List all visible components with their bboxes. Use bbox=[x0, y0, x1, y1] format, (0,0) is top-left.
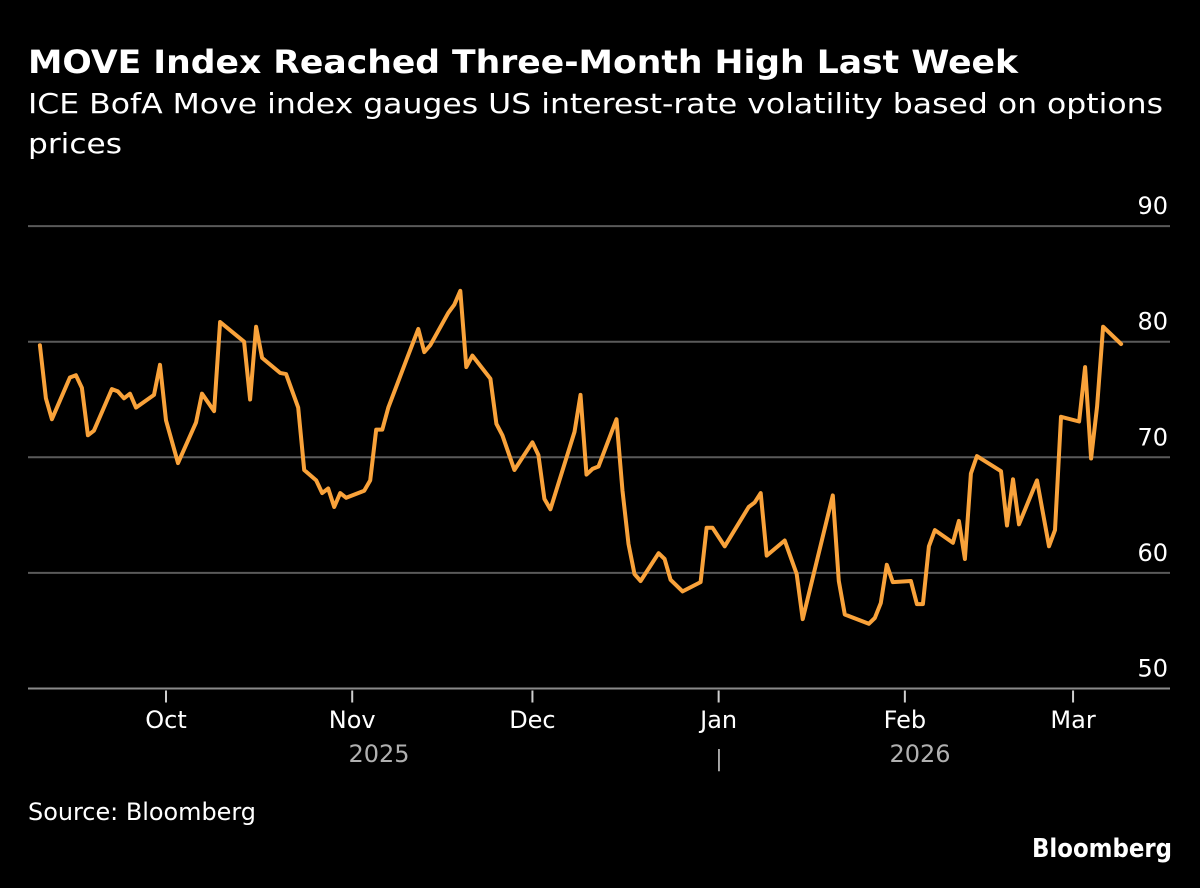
y-tick-label: 70 bbox=[1137, 423, 1168, 451]
x-tick-label: Jan bbox=[698, 706, 737, 734]
year-label-2025: 2025 bbox=[348, 740, 409, 768]
y-tick-label: 80 bbox=[1137, 308, 1168, 336]
chart-subtitle-line1: ICE BofA Move index gauges US interest-r… bbox=[28, 87, 1163, 120]
x-axis: Oct Nov Dec Jan Feb Mar bbox=[145, 690, 1096, 734]
x-tick-label: Mar bbox=[1050, 706, 1095, 734]
x-tick-label: Nov bbox=[329, 706, 376, 734]
x-tick-label: Oct bbox=[145, 706, 187, 734]
chart-subtitle-line2: prices bbox=[28, 127, 122, 160]
source-note: Source: Bloomberg bbox=[28, 798, 256, 826]
y-tick-label: 60 bbox=[1137, 539, 1168, 567]
bloomberg-logo: Bloomberg bbox=[1032, 834, 1172, 864]
x-tick-label: Dec bbox=[509, 706, 555, 734]
year-separator: | bbox=[715, 747, 722, 772]
series-line bbox=[37, 288, 1124, 626]
x-tick-label: Feb bbox=[884, 706, 927, 734]
year-label-2026: 2026 bbox=[889, 740, 950, 768]
y-tick-label: 50 bbox=[1137, 655, 1168, 683]
y-axis-labels: 90 80 70 60 50 bbox=[1137, 192, 1168, 682]
gridlines bbox=[28, 225, 1170, 690]
y-tick-label: 90 bbox=[1137, 192, 1168, 220]
data-points bbox=[39, 290, 1122, 624]
chart-title: MOVE Index Reached Three-Month High Last… bbox=[28, 43, 1019, 81]
